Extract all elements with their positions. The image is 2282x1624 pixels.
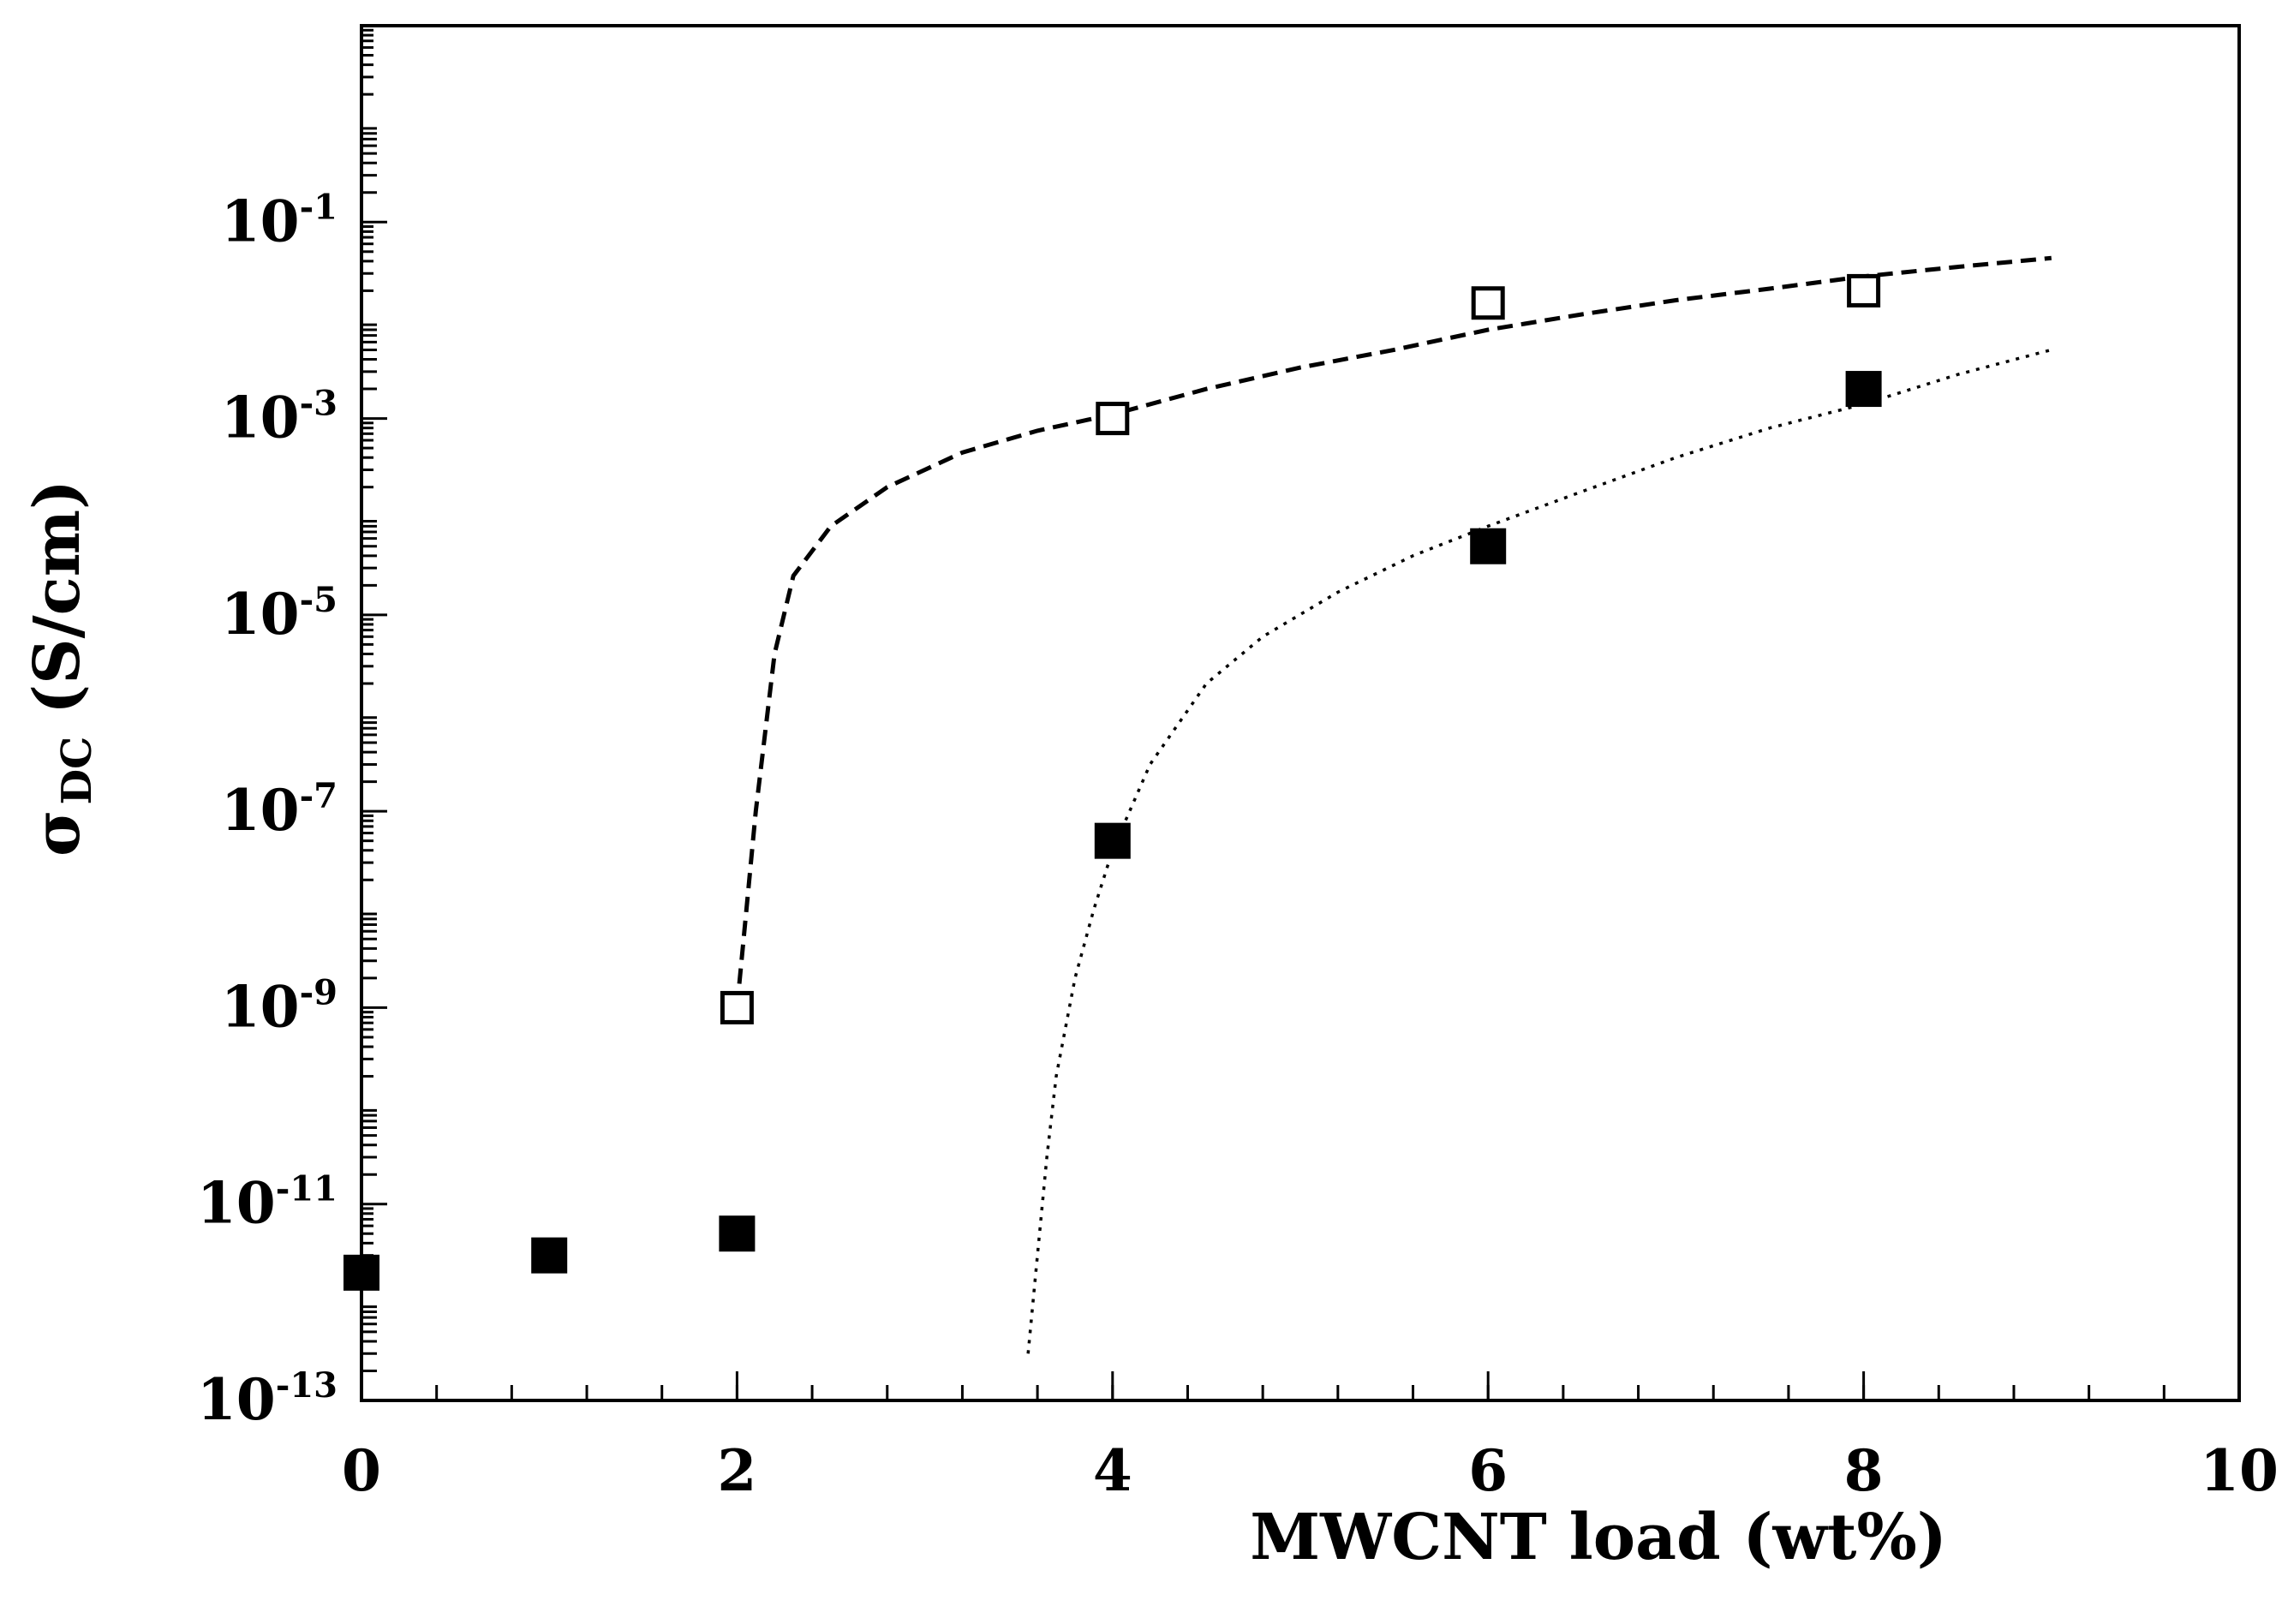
open-square-point xyxy=(1096,402,1130,436)
fit-line xyxy=(734,255,2052,1008)
open-square-point xyxy=(1471,286,1505,320)
filled-square-point xyxy=(1094,822,1131,859)
filled-square-point xyxy=(1470,528,1507,564)
y-tick-label: 10-9 xyxy=(221,972,338,1040)
y-axis-title: σDC (S/cm) xyxy=(21,480,101,857)
filled-square-point xyxy=(531,1237,568,1274)
filled-square-point xyxy=(343,1254,379,1291)
axis-ticks xyxy=(360,28,2241,1402)
y-axis-subscript: DC xyxy=(53,737,101,805)
x-tick-label: 4 xyxy=(1093,1437,1132,1504)
x-tick-label: 6 xyxy=(1468,1437,1508,1504)
data-points xyxy=(343,273,1882,1291)
open-square-point xyxy=(720,990,754,1024)
plot-frame xyxy=(360,24,2241,1402)
y-tick-label: 10-3 xyxy=(221,384,338,451)
y-tick-label: 10-1 xyxy=(221,187,338,254)
x-axis-title: MWCNT load (wt%) xyxy=(1250,1501,1947,1574)
filled-square-point xyxy=(1845,371,1882,408)
y-tick-label: 10-13 xyxy=(197,1365,338,1433)
y-tick-label: 10-7 xyxy=(221,776,338,844)
tick-labels: 0 2 4 6 8 10 10-1 10-3 10-5 10-7 10-9 10-11 10-13 xyxy=(197,187,2279,1504)
y-axis-units: (S/cm) xyxy=(21,480,94,737)
fit-line xyxy=(1026,348,2052,1354)
x-tick-label: 8 xyxy=(1844,1437,1884,1504)
y-tick-label: 10-11 xyxy=(197,1169,338,1237)
x-tick-label: 0 xyxy=(342,1437,381,1504)
x-tick-label: 2 xyxy=(717,1437,756,1504)
filled-square-point xyxy=(719,1215,756,1252)
y-tick-label: 10-5 xyxy=(221,580,338,648)
y-axis-symbol: σ xyxy=(21,809,94,857)
open-square-point xyxy=(1847,273,1881,307)
x-tick-label: 10 xyxy=(2200,1437,2279,1504)
fit-curves xyxy=(734,255,2052,1354)
